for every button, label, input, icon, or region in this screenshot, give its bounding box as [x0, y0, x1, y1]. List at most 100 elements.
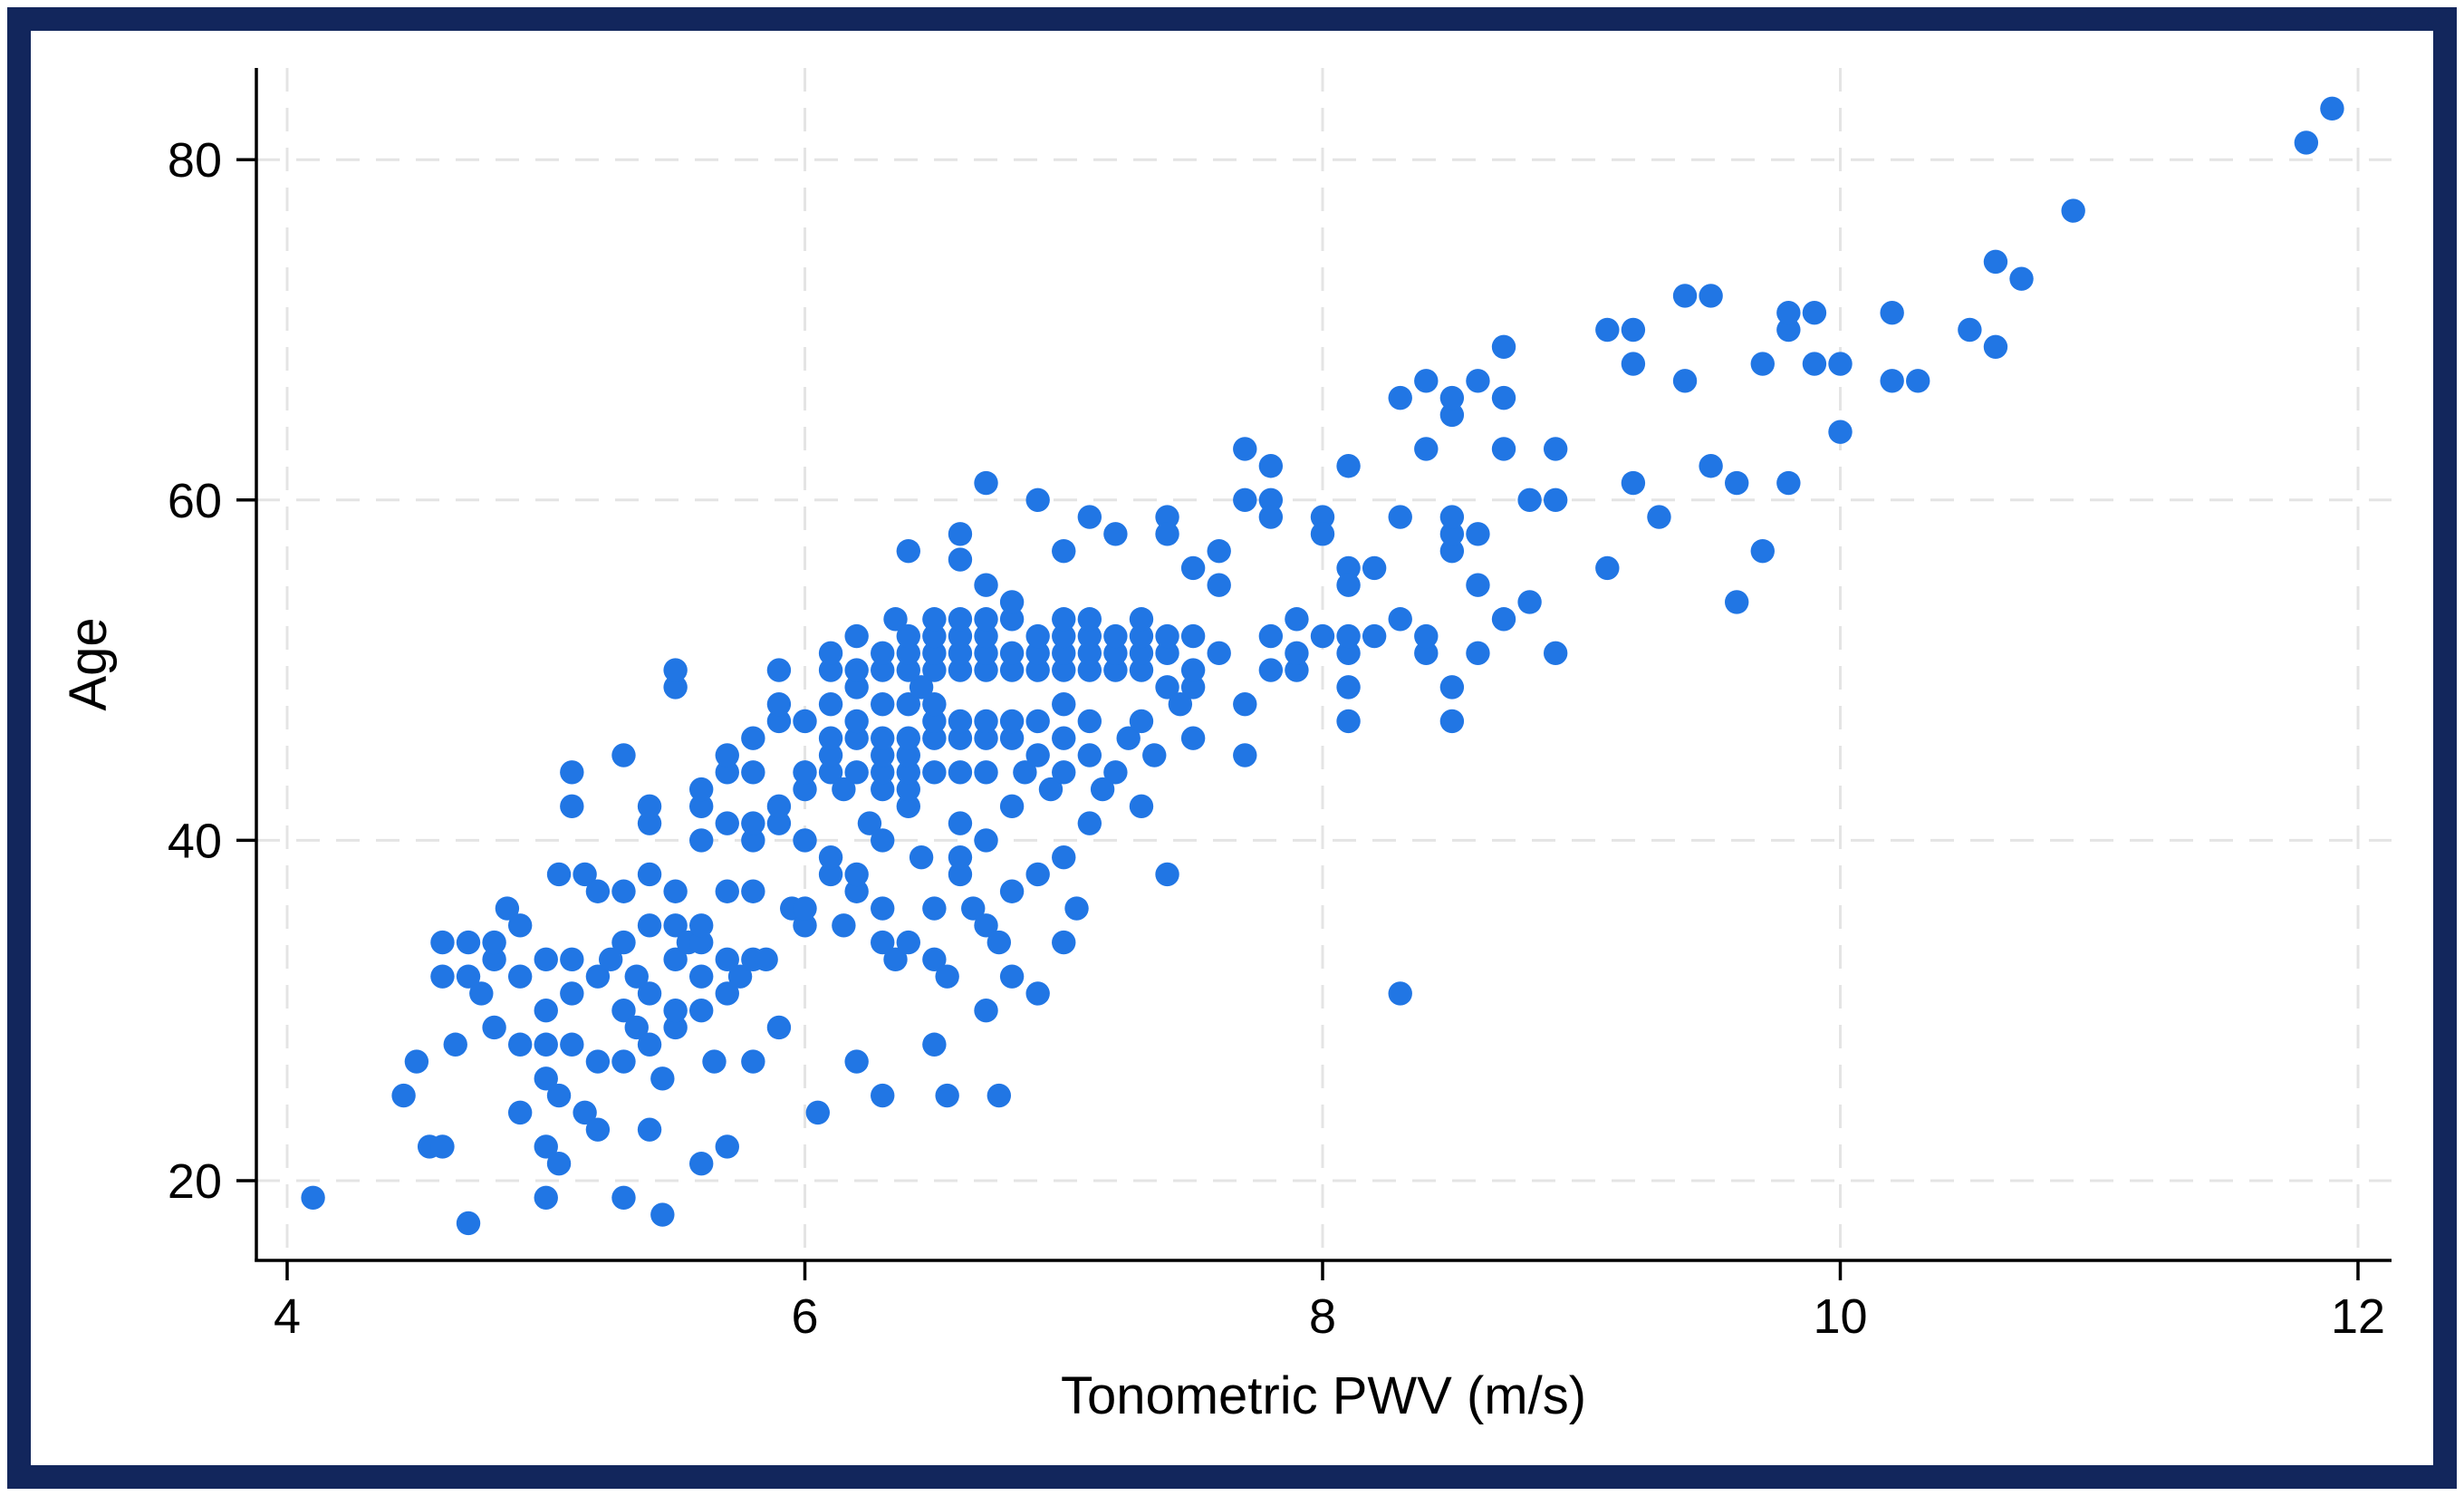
data-point [534, 1134, 558, 1159]
data-point [896, 760, 920, 785]
data-point [1672, 369, 1698, 393]
data-point [1103, 522, 1128, 546]
data-point [999, 726, 1025, 750]
data-point [974, 760, 998, 785]
data-point [948, 845, 973, 870]
data-point [922, 760, 947, 785]
data-point [637, 862, 662, 887]
data-point [650, 1202, 675, 1227]
data-point [766, 709, 792, 734]
data-point [1802, 352, 1827, 376]
data-point [611, 930, 636, 955]
data-point [1155, 641, 1179, 666]
data-point [793, 828, 817, 853]
data-point [818, 658, 843, 682]
data-point [1090, 777, 1115, 802]
data-point [456, 930, 481, 955]
data-point [999, 641, 1025, 666]
data-point [1052, 726, 1076, 750]
data-point [430, 964, 455, 989]
data-point [2320, 96, 2344, 121]
data-point [469, 981, 494, 1006]
data-point [896, 726, 920, 750]
data-point [871, 896, 895, 921]
data-point [1725, 470, 1749, 496]
data-point [1880, 301, 1904, 325]
data-point [1336, 454, 1361, 478]
data-point [766, 794, 792, 819]
data-point [948, 623, 973, 649]
data-point [1388, 505, 1412, 529]
data-point [715, 811, 739, 835]
y-tick-label: 60 [168, 474, 222, 528]
data-point [1336, 675, 1361, 700]
data-point [1828, 420, 1853, 444]
data-point [534, 1032, 558, 1057]
data-point [844, 879, 869, 903]
data-point [896, 538, 920, 564]
data-point [1310, 522, 1335, 546]
data-point [482, 930, 506, 955]
data-point [1233, 437, 1257, 461]
data-point [871, 658, 895, 682]
data-point [844, 862, 869, 887]
data-point [1802, 301, 1827, 325]
data-point [1025, 862, 1050, 887]
data-point [1025, 623, 1050, 649]
data-point [896, 930, 920, 955]
data-point [1180, 623, 1206, 649]
data-point [1129, 709, 1154, 734]
data-point [1750, 352, 1775, 376]
data-point [663, 675, 688, 700]
data-point [818, 862, 843, 887]
data-point [793, 777, 817, 802]
data-point [909, 675, 934, 700]
y-tick-label: 80 [168, 133, 222, 188]
data-point [1595, 317, 1620, 343]
data-point [1142, 743, 1167, 767]
data-point [689, 964, 714, 989]
data-point [1466, 573, 1490, 597]
data-point [546, 1083, 572, 1108]
data-point [663, 947, 688, 972]
x-tick-label: 10 [1813, 1289, 1867, 1344]
data-point [456, 964, 481, 989]
data-point [534, 947, 558, 972]
data-point [560, 981, 584, 1006]
data-point [689, 999, 714, 1023]
axis-tick-labels: 4 6 8 10 12 20 40 60 80 [168, 133, 2385, 1344]
data-point [1517, 487, 1542, 512]
data-point [1052, 930, 1076, 955]
data-point [883, 607, 908, 632]
x-tick-label: 4 [274, 1289, 301, 1344]
data-point [948, 811, 973, 835]
data-point [1776, 317, 1801, 343]
data-point [1439, 709, 1465, 734]
data-point [456, 1211, 481, 1236]
data-point [1103, 641, 1128, 666]
data-point [507, 964, 533, 989]
data-point [1414, 641, 1439, 666]
data-point [546, 1152, 572, 1176]
data-point [1439, 522, 1465, 546]
data-point [793, 760, 817, 785]
data-point [650, 1067, 675, 1091]
y-tick-label: 20 [168, 1154, 222, 1209]
data-point [689, 777, 714, 802]
data-point [1439, 675, 1465, 700]
data-point [1958, 317, 1982, 343]
data-point [948, 862, 973, 887]
data-point [560, 1032, 584, 1057]
data-point [1025, 981, 1050, 1006]
y-tick-label: 40 [168, 814, 222, 868]
data-point [896, 623, 920, 649]
data-point [1103, 760, 1128, 785]
data-point [585, 1117, 611, 1142]
data-point [935, 964, 959, 989]
data-point [1155, 522, 1179, 546]
data-point [1336, 709, 1361, 734]
data-point [1310, 505, 1335, 529]
data-point [922, 896, 947, 921]
data-point [637, 913, 662, 938]
